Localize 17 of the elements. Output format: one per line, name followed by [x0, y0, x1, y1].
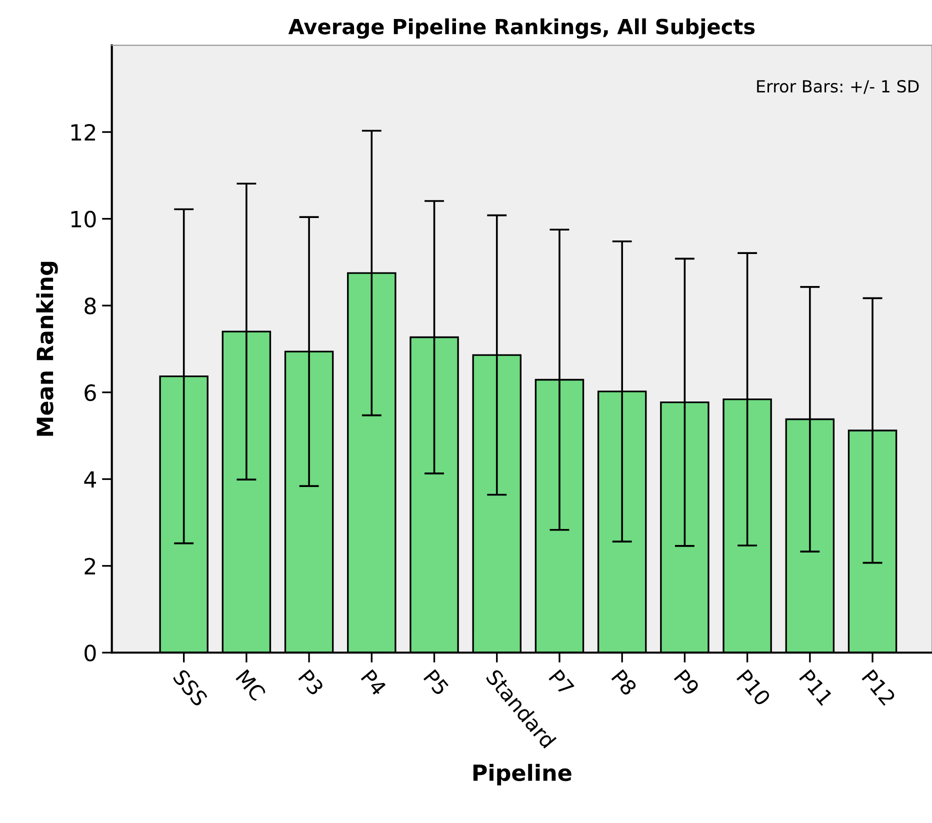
x-tick-label: P5	[423, 669, 450, 696]
annotation: Error Bars: +/- 1 SD	[757, 80, 919, 94]
x-tick-label: P9	[674, 669, 700, 696]
x-tick-label: MC	[235, 669, 266, 702]
y-tick-label: 0	[84, 644, 96, 662]
y-tick-label: 6	[84, 384, 96, 402]
x-tick-label: P3	[298, 669, 324, 696]
y-tick-label: 12	[71, 124, 96, 140]
y-tick-label: 8	[84, 298, 96, 314]
chart-title: Average Pipeline Rankings, All Subjects	[288, 18, 755, 39]
y-tick-label: 10	[71, 210, 96, 228]
y-tick-label: 4	[84, 471, 96, 488]
y-tick-label: 2	[84, 558, 96, 574]
x-axis-title: Pipeline	[473, 764, 572, 786]
x-tick-label: P8	[611, 669, 638, 696]
y-axis-title: Mean Ranking	[36, 262, 58, 436]
x-tick-label: P4	[360, 669, 388, 696]
